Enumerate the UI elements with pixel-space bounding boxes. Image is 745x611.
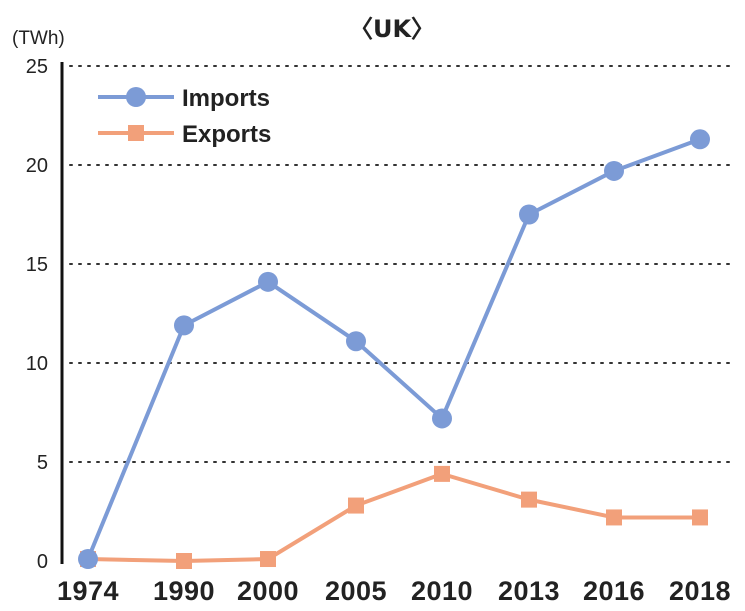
y-axis-unit: (TWh) [12, 28, 65, 49]
x-tick-label: 2016 [583, 576, 645, 606]
series-line [86, 137, 701, 560]
gridlines [69, 65, 736, 463]
x-tick-label: 2010 [411, 576, 473, 606]
legend-marker [126, 87, 146, 107]
data-point [690, 129, 710, 150]
x-tick-label: 2013 [498, 576, 560, 606]
x-tick-label: 2018 [669, 576, 731, 606]
data-point [176, 553, 192, 569]
x-axis-ticks: 1974 1990 2000 2005 2010 2013 2016 2018 [57, 576, 731, 606]
data-point [692, 509, 708, 526]
data-point [348, 497, 364, 514]
data-point [604, 160, 624, 181]
y-tick-label: 10 [26, 353, 48, 375]
data-point [432, 408, 452, 429]
legend-marker [128, 125, 144, 141]
series-imports [78, 129, 710, 570]
x-tick-label: 2000 [237, 576, 299, 606]
chart-title: 〈UK〉 [349, 15, 435, 43]
data-point [519, 204, 539, 225]
data-point [78, 549, 98, 570]
series-line [87, 471, 700, 563]
y-tick-label: 20 [26, 155, 48, 177]
y-tick-label: 0 [37, 551, 48, 573]
data-point [606, 509, 622, 526]
data-point [258, 271, 278, 292]
data-point [434, 465, 450, 482]
series [78, 129, 710, 570]
y-tick-label: 5 [37, 452, 48, 474]
legend-label: Exports [182, 121, 271, 148]
legend: Imports Exports [98, 85, 271, 148]
series-exports [80, 465, 708, 569]
data-point [346, 331, 366, 352]
x-tick-label: 2005 [325, 576, 387, 606]
y-axis-ticks: 0 5 10 15 20 25 [26, 56, 48, 573]
x-tick-label: 1990 [153, 576, 215, 606]
y-tick-label: 25 [26, 56, 48, 78]
legend-item-exports: Exports [98, 121, 271, 148]
data-point [174, 315, 194, 336]
y-tick-label: 15 [26, 254, 48, 276]
data-point [521, 491, 537, 508]
x-tick-label: 1974 [57, 576, 119, 606]
legend-label: Imports [182, 85, 270, 112]
data-point [260, 551, 276, 568]
legend-item-imports: Imports [98, 85, 270, 112]
